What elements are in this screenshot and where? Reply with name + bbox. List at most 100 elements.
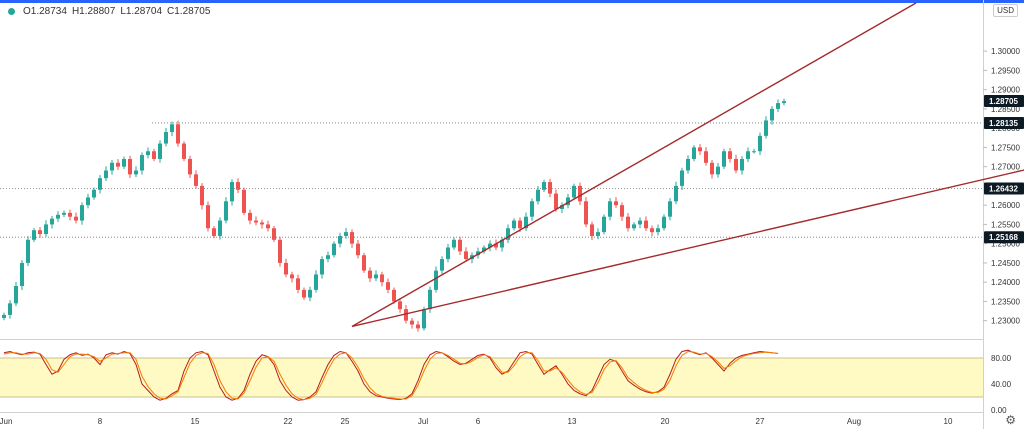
- candle-body: [128, 158, 132, 175]
- candle-body: [2, 314, 6, 318]
- candle-body: [140, 155, 144, 171]
- candle-body: [50, 218, 54, 225]
- candle-body: [710, 162, 714, 175]
- candle-body: [572, 185, 576, 198]
- candle-body: [236, 182, 240, 190]
- price-pane: [0, 3, 983, 338]
- candle-body: [332, 243, 336, 256]
- candle-body: [602, 216, 606, 233]
- candle-body: [716, 166, 720, 175]
- candle-body: [164, 131, 168, 144]
- candle-body: [590, 224, 594, 236]
- time-axis-label: 13: [568, 417, 577, 426]
- candle-body: [224, 201, 228, 221]
- stochastic-line: [3, 349, 779, 401]
- price-axis-label: 1.29500: [991, 66, 1020, 75]
- candle-body: [200, 185, 204, 206]
- time-axis-label: Jul: [418, 417, 428, 426]
- candle-body: [446, 247, 450, 260]
- candle-body: [584, 201, 588, 225]
- candle-body: [14, 286, 18, 304]
- candle-body: [758, 135, 762, 152]
- candle-body: [680, 170, 684, 186]
- currency-selector[interactable]: USD: [993, 4, 1018, 17]
- candle-body: [368, 270, 372, 279]
- time-axis-label: 27: [756, 417, 765, 426]
- candle-body: [392, 289, 396, 302]
- trendline: [351, 169, 1024, 328]
- candle-body: [260, 222, 264, 225]
- candle-body: [728, 151, 732, 159]
- gear-icon[interactable]: ⚙: [1005, 413, 1016, 427]
- ohlc-high: H1.28807: [71, 6, 116, 17]
- candle-body: [692, 147, 696, 159]
- candle-body: [512, 220, 516, 229]
- currency-label: USD: [997, 6, 1014, 15]
- candle-body: [116, 162, 120, 167]
- candle-body: [488, 243, 492, 248]
- candle-body: [230, 182, 234, 202]
- candle-body: [80, 205, 84, 221]
- candle-body: [110, 162, 114, 171]
- price-label: 1.25168: [989, 233, 1018, 242]
- price-label-box: [984, 116, 1024, 129]
- time-axis-label: 6: [476, 417, 481, 426]
- candle-body: [308, 289, 312, 298]
- candle-body: [380, 274, 384, 283]
- price-label: 1.28705: [989, 97, 1018, 106]
- candle-body: [746, 151, 750, 159]
- candle-body: [194, 174, 198, 186]
- candle-body: [290, 274, 294, 279]
- candle-body: [170, 124, 174, 132]
- price-axis-label: 1.27000: [991, 163, 1020, 172]
- candle-body: [278, 239, 282, 263]
- price-axis-label: 1.28500: [991, 105, 1020, 114]
- candle-body: [476, 251, 480, 256]
- candle-body: [668, 201, 672, 217]
- candle-body: [182, 143, 186, 159]
- time-axis-label: Aug: [847, 417, 861, 426]
- price-axis-label: 1.25500: [991, 220, 1020, 229]
- trendline: [351, 2, 917, 328]
- price-axis-label: 1.23500: [991, 297, 1020, 306]
- price-axis-label: 1.27500: [991, 143, 1020, 152]
- time-axis-label: 8: [98, 417, 103, 426]
- time-axis-label: 15: [191, 417, 200, 426]
- overbought-oversold-band: [0, 358, 983, 397]
- candle-body: [398, 301, 402, 310]
- price-label: 1.26432: [989, 185, 1018, 194]
- candle-body: [740, 158, 744, 171]
- candle-body: [770, 108, 774, 121]
- time-axis-label: 25: [341, 417, 350, 426]
- candle-body: [266, 224, 270, 229]
- price-axis-label: 1.30000: [991, 47, 1020, 56]
- price-axis-label: 1.24500: [991, 259, 1020, 268]
- candle-body: [338, 235, 342, 244]
- price-label-box: [984, 182, 1024, 195]
- price-label: 1.28135: [989, 119, 1018, 128]
- oscillator-axis-label: 80.00: [991, 354, 1012, 363]
- candle-body: [656, 228, 660, 233]
- candle-body: [608, 201, 612, 217]
- candle-body: [530, 201, 534, 217]
- candle-body: [302, 289, 306, 298]
- candle-body: [248, 212, 252, 221]
- price-axis-label: 1.25000: [991, 240, 1020, 249]
- candle-body: [506, 228, 510, 240]
- ohlc-legend: O1.28734 H1.28807 L1.28704 C1.28705: [8, 6, 210, 17]
- candle-body: [500, 239, 504, 248]
- candle-body: [92, 189, 96, 198]
- price-label-box: [984, 231, 1024, 244]
- candle-body: [374, 274, 378, 279]
- stochastic-line: [3, 350, 779, 401]
- oscillator-axis-label: 0.00: [991, 406, 1007, 415]
- candle-body: [272, 228, 276, 240]
- candle-body: [644, 220, 648, 229]
- time-axis-label: 22: [284, 417, 293, 426]
- candle-body: [386, 282, 390, 290]
- price-axis-label: 1.24000: [991, 278, 1020, 287]
- candle-body: [752, 151, 756, 153]
- candle-body: [410, 320, 414, 325]
